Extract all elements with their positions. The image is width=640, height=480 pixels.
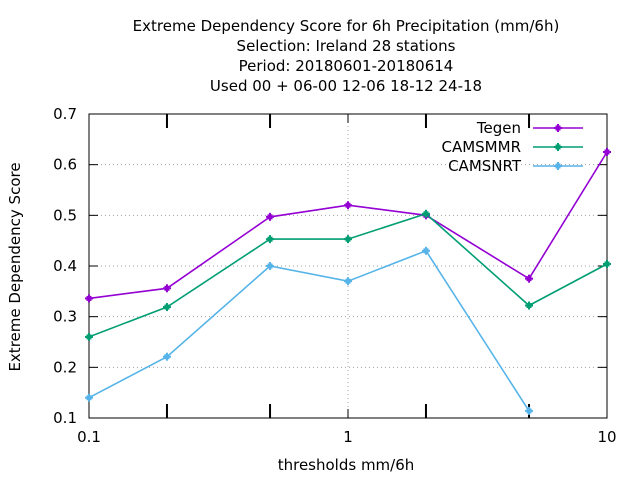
legend-marker-camsmmr [554, 143, 562, 151]
series-camsnrt [85, 246, 534, 415]
x-tick-label: 0.1 [77, 428, 101, 446]
y-tick-label: 0.5 [53, 206, 77, 224]
y-tick-label: 0.6 [53, 156, 77, 174]
legend-label-tegen: Tegen [476, 119, 521, 137]
y-tick-label: 0.2 [53, 358, 77, 376]
legend-label-camsmmr: CAMSMMR [441, 138, 521, 156]
legend-label-camsnrt: CAMSNRT [448, 157, 522, 175]
data-point-camsnrt [85, 393, 93, 402]
chart-title: Extreme Dependency Score for 6h Precipit… [133, 17, 560, 95]
series-camsmmr [85, 209, 611, 341]
data-point-camsmmr [421, 209, 430, 218]
data-point-tegen [603, 148, 611, 156]
data-point-camsnrt [162, 352, 171, 361]
y-tick-label: 0.4 [53, 257, 77, 275]
legend-marker-camsnrt [554, 162, 562, 170]
data-point-camsmmr [344, 235, 352, 244]
data-point-tegen [525, 274, 534, 283]
data-point-camsnrt [525, 406, 534, 415]
data-point-camsnrt [421, 246, 430, 255]
data-point-camsmmr [525, 301, 534, 310]
y-tick-label: 0.1 [53, 409, 77, 427]
series [85, 148, 611, 415]
data-point-camsmmr [162, 303, 171, 312]
legend-marker-tegen [554, 124, 562, 132]
title-line-3: Period: 20180601-20180614 [239, 57, 454, 75]
data-point-tegen [162, 284, 171, 293]
series-line-camsnrt [88, 249, 530, 412]
grid [88, 113, 608, 419]
data-point-camsnrt [266, 262, 275, 270]
tick-labels: 0.1 0.2 0.3 0.4 0.5 0.6 0.7 0.1 1 10 [53, 105, 616, 446]
data-point-tegen [266, 212, 275, 221]
data-point-camsnrt [344, 277, 352, 286]
title-line-2: Selection: Ireland 28 stations [237, 37, 456, 55]
y-tick-label: 0.7 [53, 105, 77, 123]
x-tick-label: 10 [597, 428, 616, 446]
data-point-tegen [85, 294, 93, 303]
x-axis-label: thresholds mm/6h [278, 456, 415, 474]
data-point-camsmmr [85, 332, 93, 341]
data-point-tegen [344, 201, 352, 210]
y-axis-label: Extreme Dependency Score [6, 162, 24, 371]
data-point-camsmmr [266, 235, 275, 244]
y-tick-label: 0.3 [53, 308, 77, 326]
x-tick-label: 1 [343, 428, 353, 446]
title-line-4: Used 00 + 06-00 12-06 18-12 24-18 [210, 77, 482, 95]
title-line-1: Extreme Dependency Score for 6h Precipit… [133, 17, 560, 35]
data-point-camsmmr [603, 259, 611, 268]
